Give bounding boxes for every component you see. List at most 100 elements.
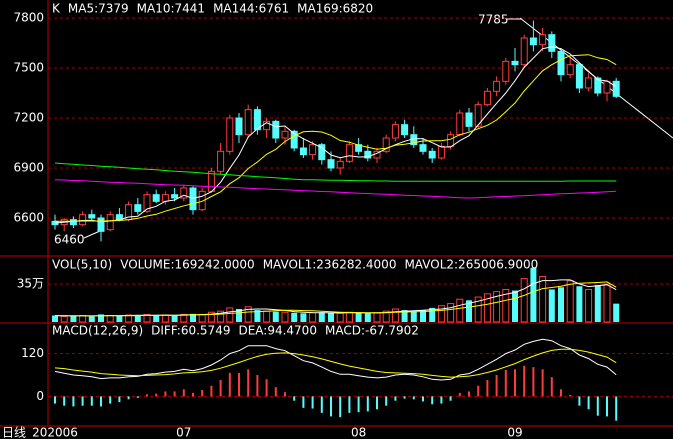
bar: [403, 396, 406, 399]
legend-entry: MACD(12,26,9): [52, 324, 143, 338]
bar: [339, 396, 342, 418]
candle-body: [345, 144, 353, 162]
legend-entry: VOLUME:169242.0000: [120, 258, 254, 272]
bar: [192, 392, 194, 397]
ma-line: [54, 179, 617, 199]
bar: [207, 311, 215, 323]
legend-entry: MACD:-67.7902: [325, 324, 419, 338]
bar: [146, 394, 148, 397]
candle-body: [143, 194, 151, 212]
y-tick-label: 120: [21, 346, 44, 360]
bar: [60, 316, 68, 323]
candle-body: [456, 112, 464, 136]
bar: [173, 391, 176, 397]
candle-body: [290, 130, 298, 149]
bar: [198, 313, 206, 323]
bar: [79, 314, 87, 323]
bar: [226, 307, 234, 323]
bar: [495, 375, 498, 397]
candle-body: [382, 137, 390, 152]
bar: [493, 291, 501, 323]
ma-line: [54, 162, 617, 182]
candle-body: [263, 120, 271, 131]
bar: [263, 310, 271, 323]
bar: [440, 396, 443, 404]
bar: [401, 310, 408, 322]
bar: [366, 396, 369, 412]
bar: [217, 310, 225, 323]
bar: [613, 303, 620, 322]
bar: [594, 285, 601, 322]
bar: [596, 396, 599, 416]
ma-line: [54, 46, 617, 224]
bar: [228, 372, 231, 397]
bar: [422, 396, 424, 402]
candle-body: [79, 214, 87, 226]
candle-body: [465, 112, 473, 127]
bar: [466, 300, 472, 322]
bar: [458, 392, 461, 397]
bar: [143, 313, 151, 323]
bar: [548, 289, 555, 322]
bar: [566, 280, 574, 323]
y-tick-label: 7200: [13, 111, 44, 125]
bar: [106, 314, 114, 323]
candle-body: [244, 109, 252, 136]
candle-body: [511, 60, 519, 66]
bar: [109, 396, 112, 404]
candle-body: [612, 80, 620, 97]
bar: [100, 396, 102, 407]
y-tick-label: 0: [36, 389, 44, 403]
bar: [373, 312, 381, 323]
candle-body: [566, 64, 574, 76]
candle-body: [171, 194, 179, 199]
bar: [90, 396, 93, 406]
candle-body: [318, 144, 326, 161]
legend-entry: MA144:6761: [213, 2, 289, 16]
high-annotation: 7785: [478, 13, 509, 27]
legend-entry: DEA:94.4700: [238, 324, 317, 338]
bar: [81, 396, 84, 406]
x-tick-label: 202006: [32, 426, 78, 439]
ma-line: [55, 54, 617, 222]
bar: [364, 313, 371, 322]
bar: [52, 315, 58, 322]
indicator-line: [54, 338, 617, 381]
bar: [357, 396, 360, 413]
bar: [539, 275, 547, 323]
legend-entry: MAVOL2:265006.9000: [404, 258, 538, 272]
candle-body: [253, 109, 261, 131]
bar: [615, 396, 618, 421]
y-tick-label: 7800: [13, 11, 44, 25]
bar: [474, 296, 482, 323]
bar: [603, 283, 611, 323]
bar: [244, 306, 252, 323]
bar: [54, 396, 56, 404]
bar: [530, 267, 537, 322]
candle-body: [557, 50, 565, 76]
candle-body: [355, 144, 363, 152]
candle-body: [180, 187, 188, 199]
bar: [318, 312, 325, 322]
candle-body: [309, 144, 317, 156]
bar: [449, 396, 452, 401]
candle-body: [529, 37, 537, 46]
bar: [437, 305, 445, 323]
candle-body: [575, 64, 583, 89]
candle-body: [217, 150, 225, 172]
candle-body: [106, 214, 114, 231]
bar: [70, 316, 77, 322]
x-tick-label: 07: [176, 426, 191, 439]
bar: [420, 310, 426, 322]
legend-entry: MA5:7379: [68, 2, 129, 16]
bar: [520, 278, 528, 323]
bar: [348, 396, 351, 413]
bar: [256, 375, 259, 397]
candle-body: [437, 145, 445, 159]
bar: [504, 370, 507, 397]
candle-body: [447, 134, 455, 147]
bar: [410, 311, 417, 322]
bar: [376, 396, 378, 410]
bar: [88, 316, 95, 322]
bar: [153, 315, 160, 322]
